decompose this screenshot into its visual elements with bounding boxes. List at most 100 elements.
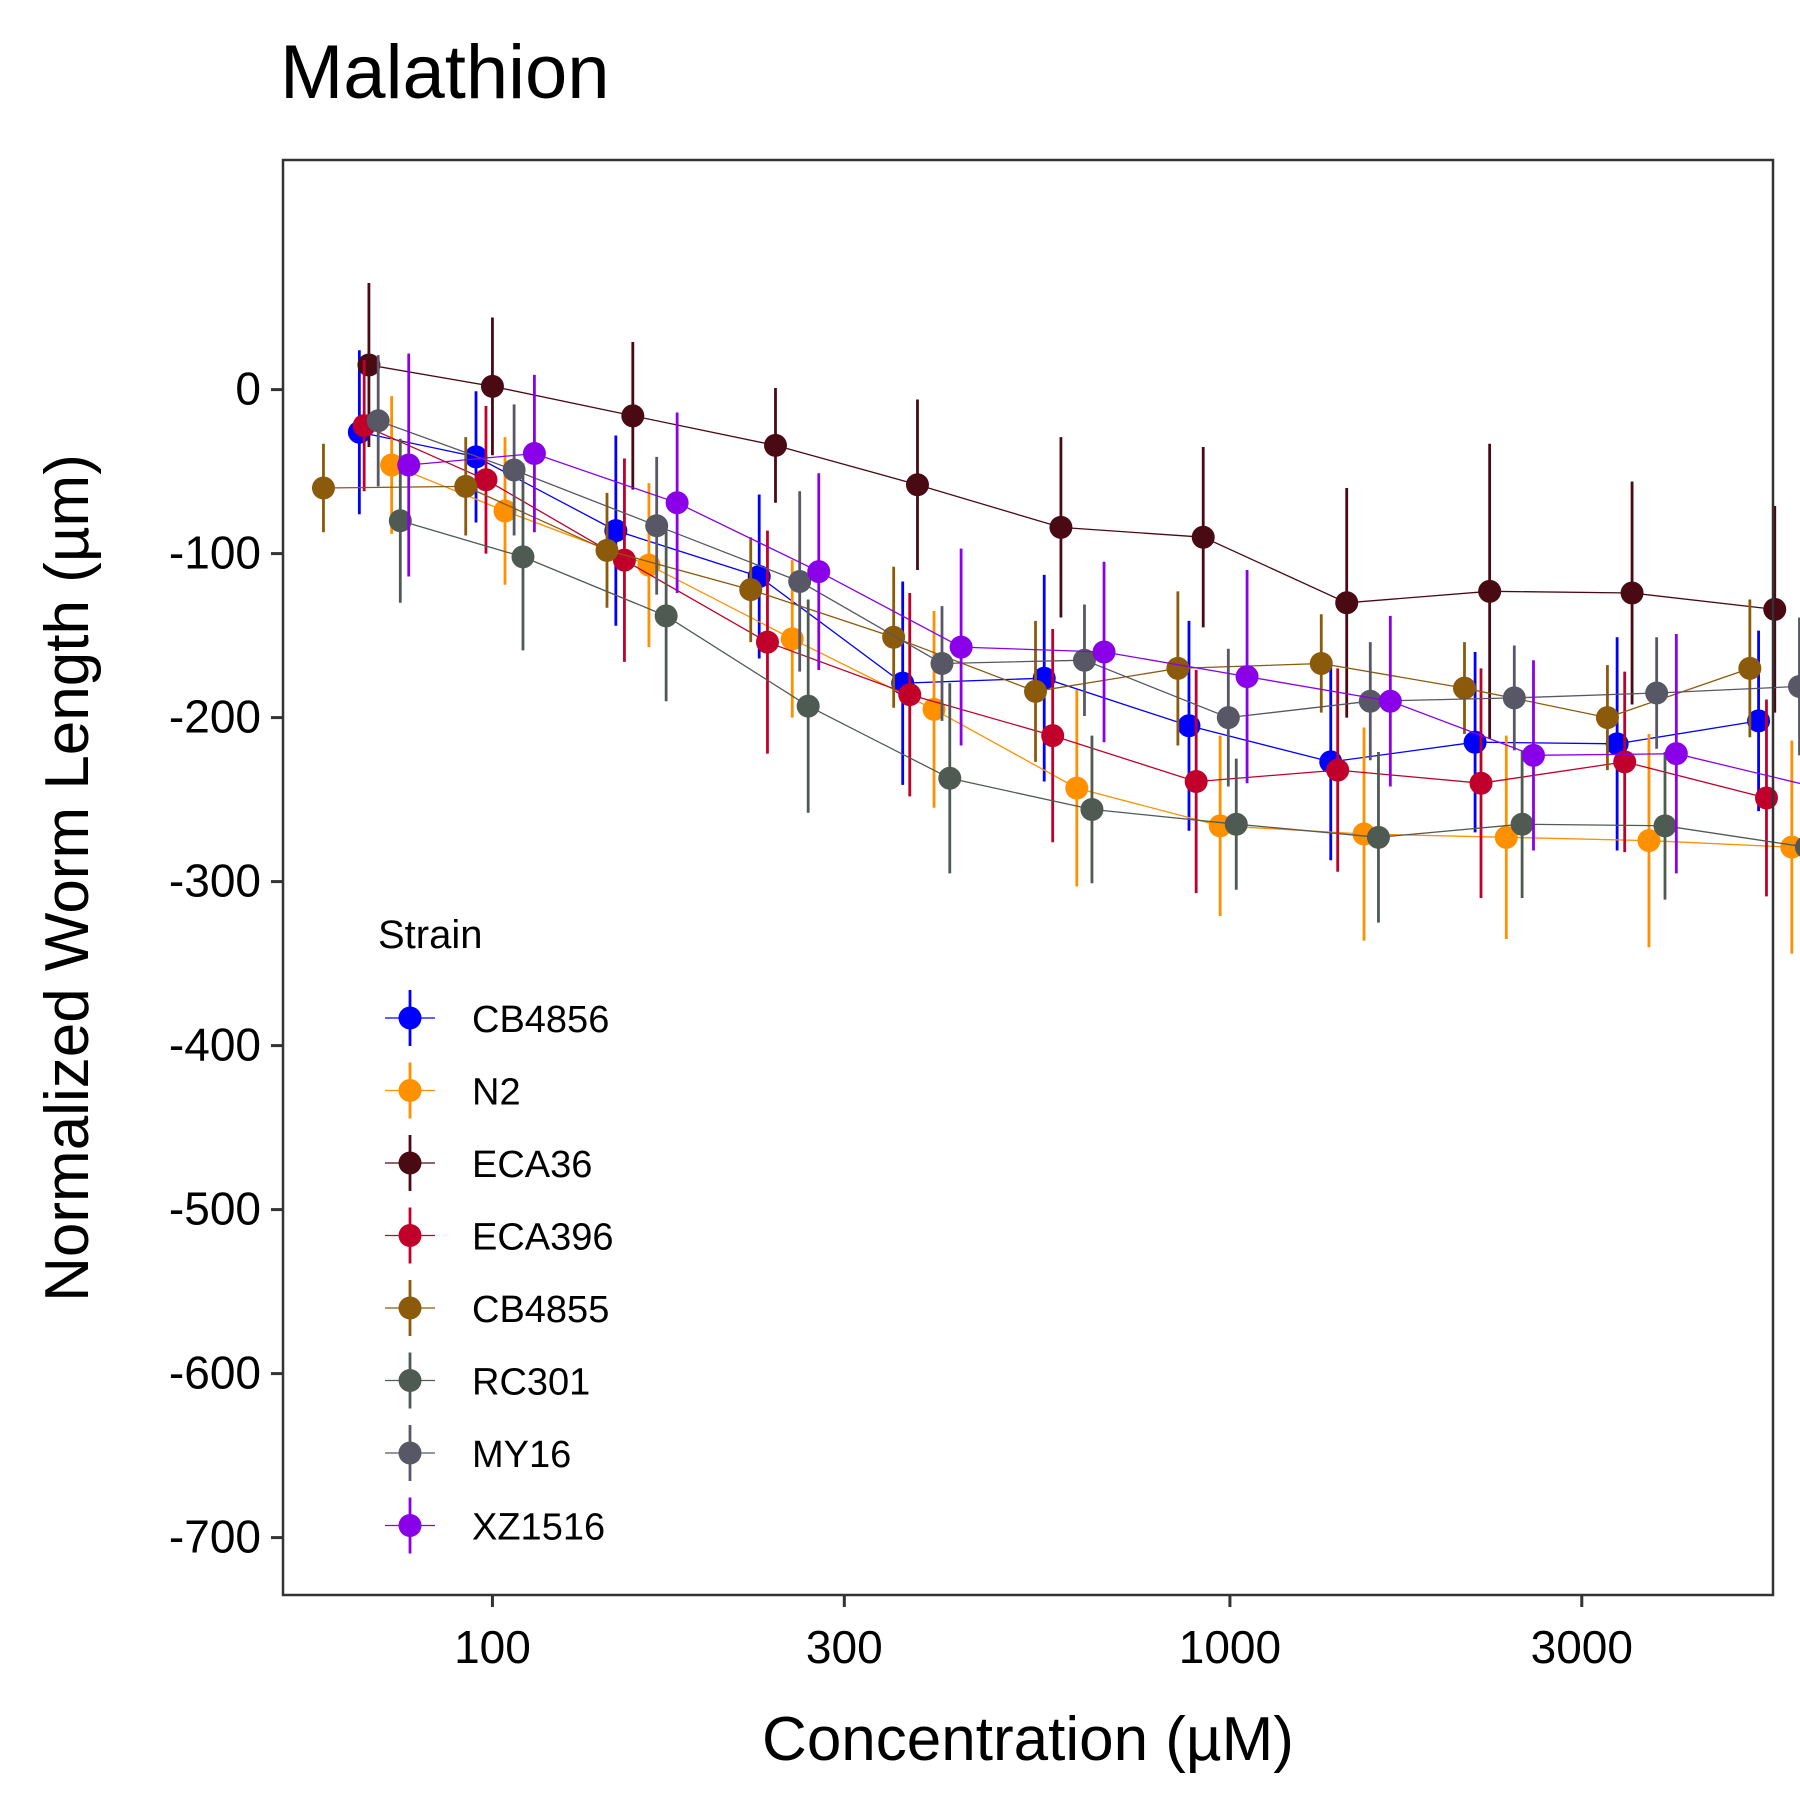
data-point <box>1065 776 1089 800</box>
data-point <box>1463 730 1487 754</box>
data-point <box>1235 665 1259 689</box>
data-point <box>1378 689 1402 713</box>
data-point <box>780 627 804 651</box>
data-point <box>1620 581 1644 605</box>
y-tick-label: 0 <box>235 363 261 415</box>
data-point <box>1521 743 1545 767</box>
legend-title: Strain <box>378 913 483 957</box>
legend-label: CB4856 <box>472 999 609 1041</box>
x-axis: 100 300 1000 3000 <box>454 1595 1633 1673</box>
data-point <box>1494 825 1518 849</box>
data-point <box>1510 812 1534 836</box>
data-point <box>1452 676 1476 700</box>
data-point <box>796 694 820 718</box>
legend-item-my16: MY16 <box>385 1425 571 1481</box>
legend-label: XZ1516 <box>472 1507 605 1549</box>
legend-marker <box>398 1224 422 1247</box>
legend-label: MY16 <box>472 1434 571 1476</box>
y-tick-label: -200 <box>169 691 261 743</box>
data-point <box>645 514 669 538</box>
data-point <box>898 683 922 707</box>
data-point <box>1309 651 1333 675</box>
legend-label: CB4855 <box>472 1289 609 1331</box>
data-point <box>1191 525 1215 549</box>
data-point <box>511 545 535 569</box>
data-point <box>1072 648 1096 672</box>
data-point <box>763 433 787 457</box>
data-point <box>1605 732 1629 756</box>
series-cb4855 <box>311 437 1762 771</box>
legend-label: ECA396 <box>472 1217 614 1259</box>
data-point <box>1738 656 1762 680</box>
data-point <box>1080 797 1104 821</box>
data-point <box>739 578 763 602</box>
legend-label: RC301 <box>472 1362 590 1404</box>
chart-title: Malathion <box>280 30 610 115</box>
data-point <box>1166 656 1190 680</box>
y-tick-label: -400 <box>169 1019 261 1071</box>
data-point <box>621 404 645 428</box>
y-tick-label: -500 <box>169 1183 261 1235</box>
data-point <box>1637 829 1661 853</box>
data-point <box>502 458 526 482</box>
legend: Strain CB4856 N2 ECA36 ECA396 CB4855 RC301 MY1… <box>378 913 614 1554</box>
x-tick-label: 100 <box>454 1621 531 1673</box>
data-point <box>612 548 636 572</box>
series-eca36 <box>357 283 1787 739</box>
x-tick-label: 300 <box>806 1621 883 1673</box>
legend-marker <box>398 1079 422 1102</box>
data-point <box>493 499 517 523</box>
y-axis: 0 -100 -200 -300 -400 -500 -600 -700 <box>169 363 283 1563</box>
plot-panel <box>281 158 1775 1597</box>
y-tick-label: -100 <box>169 527 261 579</box>
legend-marker <box>398 1514 422 1537</box>
data-point <box>788 569 812 593</box>
data-point <box>1049 515 1073 539</box>
data-point <box>1794 837 1800 857</box>
series-n2 <box>380 396 1800 954</box>
legend-label: ECA36 <box>472 1144 592 1186</box>
data-point <box>1469 771 1493 795</box>
data-point <box>1224 812 1248 836</box>
series-line <box>363 425 1767 799</box>
data-point <box>454 474 478 498</box>
data-point <box>1478 579 1502 603</box>
data-point <box>1653 814 1677 838</box>
y-tick-label: -600 <box>169 1347 261 1399</box>
legend-item-eca396: ECA396 <box>385 1207 614 1264</box>
data-point <box>311 476 335 500</box>
data-point <box>474 468 498 492</box>
series-my16 <box>366 355 1800 787</box>
x-axis-label: Concentration (µM) <box>762 1705 1294 1774</box>
data-point <box>1177 714 1201 738</box>
data-point <box>1787 674 1800 698</box>
data-point <box>1092 640 1116 664</box>
data-point <box>1763 597 1787 621</box>
legend-label: N2 <box>472 1072 521 1114</box>
legend-marker <box>398 1441 422 1465</box>
series-line <box>368 364 1775 611</box>
y-tick-label: -700 <box>169 1511 261 1563</box>
series-line <box>377 420 1800 719</box>
data-point <box>1595 706 1619 730</box>
data-point <box>1780 835 1800 859</box>
data-point <box>654 604 678 628</box>
legend-item-xz1516: XZ1516 <box>385 1497 605 1554</box>
data-point <box>1184 770 1208 794</box>
data-point <box>905 473 929 497</box>
data-point <box>1358 689 1382 713</box>
data-point <box>480 374 504 398</box>
data-point <box>522 442 546 466</box>
legend-marker <box>398 1369 422 1392</box>
series-line <box>400 520 1800 847</box>
series-layer <box>311 283 1800 954</box>
data-point <box>1216 706 1240 730</box>
data-point <box>1645 681 1669 705</box>
data-point <box>949 635 973 659</box>
data-point <box>1335 591 1359 615</box>
legend-item-cb4855: CB4855 <box>385 1280 609 1336</box>
data-point <box>882 625 906 649</box>
series-eca396 <box>352 360 1778 898</box>
data-point <box>930 651 954 675</box>
